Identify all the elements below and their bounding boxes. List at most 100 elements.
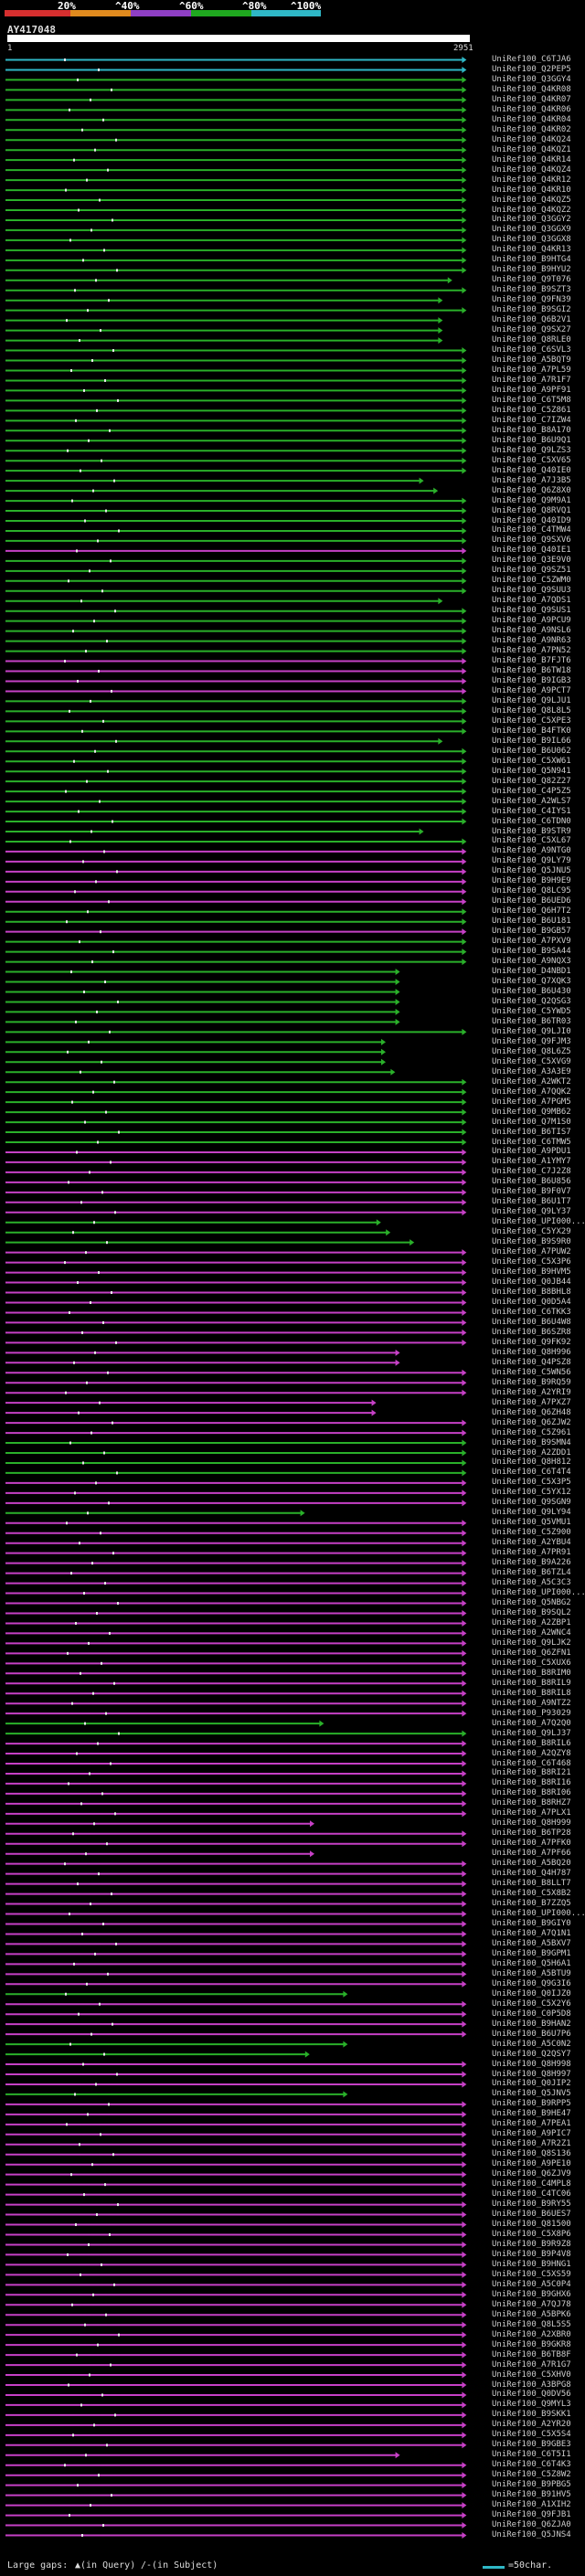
hit-label[interactable]: UniRef100_Q0IJZ0	[492, 1988, 571, 1998]
hit-label[interactable]: UniRef100_B6U7P6	[492, 2029, 571, 2039]
hit-label[interactable]: UniRef100_B9SA44	[492, 947, 571, 957]
hit-label[interactable]: UniRef100_C5YWD5	[492, 1006, 571, 1016]
hit-label[interactable]: UniRef100_B6TIS7	[492, 1127, 571, 1137]
hit-label[interactable]: UniRef100_Q9SGN9	[492, 1498, 571, 1508]
hit-label[interactable]: UniRef100_A5C3C3	[492, 1578, 571, 1588]
hit-label[interactable]: UniRef100_A9NSL6	[492, 626, 571, 636]
hit-label[interactable]: UniRef100_Q9LY37	[492, 1207, 571, 1217]
hit-label[interactable]: UniRef100_Q4KR06	[492, 104, 571, 114]
hit-label[interactable]: UniRef100_Q9MB62	[492, 1107, 571, 1117]
hit-label[interactable]: UniRef100_B9SQL2	[492, 1607, 571, 1617]
hit-label[interactable]: UniRef100_B9HE47	[492, 2109, 571, 2119]
hit-label[interactable]: UniRef100_B9HAN2	[492, 2019, 571, 2029]
hit-label[interactable]: UniRef100_Q9T076	[492, 275, 571, 285]
hit-label[interactable]: UniRef100_A2WLS7	[492, 796, 571, 806]
hit-label[interactable]: UniRef100_C5XV65	[492, 455, 571, 465]
hit-label[interactable]: UniRef100_C5X8P6	[492, 2229, 571, 2239]
hit-label[interactable]: UniRef100_B6U4W8	[492, 1317, 571, 1327]
hit-label[interactable]: UniRef100_Q5NBG2	[492, 1598, 571, 1608]
hit-label[interactable]: UniRef100_Q6Z8X0	[492, 485, 571, 495]
hit-label[interactable]: UniRef100_A7PGM5	[492, 1097, 571, 1107]
hit-label[interactable]: UniRef100_UPI000...	[492, 1217, 585, 1227]
hit-label[interactable]: UniRef100_C5Z861	[492, 405, 571, 415]
hit-label[interactable]: UniRef100_C5X3P5	[492, 1478, 571, 1488]
hit-label[interactable]: UniRef100_B6TZL4	[492, 1568, 571, 1578]
hit-label[interactable]: UniRef100_C4P5Z5	[492, 786, 571, 796]
hit-label[interactable]: UniRef100_Q6H7T2	[492, 906, 571, 917]
hit-label[interactable]: UniRef100_Q40ID9	[492, 515, 571, 525]
hit-label[interactable]: UniRef100_Q7M1S0	[492, 1117, 571, 1127]
hit-label[interactable]: UniRef100_C6TDN0	[492, 816, 571, 826]
hit-label[interactable]: UniRef100_Q2PEP5	[492, 64, 571, 74]
hit-label[interactable]: UniRef100_Q6ZJA0	[492, 2520, 571, 2530]
hit-label[interactable]: UniRef100_A9NR63	[492, 636, 571, 646]
hit-label[interactable]: UniRef100_Q4KR13	[492, 245, 571, 255]
hit-label[interactable]: UniRef100_Q8RVQ1	[492, 505, 571, 515]
hit-label[interactable]: UniRef100_C6T5I1	[492, 2450, 571, 2460]
hit-label[interactable]: UniRef100_Q8S136	[492, 2149, 571, 2159]
hit-label[interactable]: UniRef100_Q6ZH48	[492, 1407, 571, 1417]
hit-label[interactable]: UniRef100_C5X8B2	[492, 1889, 571, 1899]
hit-label[interactable]: UniRef100_C6TKK3	[492, 1307, 571, 1317]
hit-label[interactable]: UniRef100_Q9FK92	[492, 1337, 571, 1347]
hit-label[interactable]: UniRef100_A3A3E9	[492, 1066, 571, 1076]
hit-label[interactable]: UniRef100_Q8RLE0	[492, 335, 571, 345]
hit-label[interactable]: UniRef100_A7J3B5	[492, 475, 571, 485]
hit-label[interactable]: UniRef100_A9PE10	[492, 2159, 571, 2169]
hit-label[interactable]: UniRef100_Q9M9A1	[492, 495, 571, 505]
hit-label[interactable]: UniRef100_Q4KR14	[492, 154, 571, 164]
hit-label[interactable]: UniRef100_C6TJA6	[492, 54, 571, 64]
hit-label[interactable]: UniRef100_A1XIH2	[492, 2500, 571, 2510]
hit-label[interactable]: UniRef100_Q9SUS1	[492, 606, 571, 616]
hit-label[interactable]: UniRef100_C6TMW5	[492, 1137, 571, 1147]
hit-label[interactable]: UniRef100_A2YR20	[492, 2420, 571, 2430]
hit-label[interactable]: UniRef100_A7R2Z1	[492, 2139, 571, 2149]
hit-label[interactable]: UniRef100_Q9SZ51	[492, 566, 571, 576]
hit-label[interactable]: UniRef100_C5XW61	[492, 756, 571, 766]
hit-label[interactable]: UniRef100_A9PIC7	[492, 2129, 571, 2139]
hit-label[interactable]: UniRef100_Q4KQZ5	[492, 195, 571, 205]
hit-label[interactable]: UniRef100_C5YX12	[492, 1488, 571, 1498]
hit-label[interactable]: UniRef100_Q3GGX8	[492, 235, 571, 245]
hit-label[interactable]: UniRef100_B9H9E9	[492, 876, 571, 886]
hit-label[interactable]: UniRef100_Q9LJU1	[492, 695, 571, 705]
hit-label[interactable]: UniRef100_Q4KQZ2	[492, 205, 571, 215]
hit-label[interactable]: UniRef100_A3BPG8	[492, 2380, 571, 2390]
hit-label[interactable]: UniRef100_Q4KQ24	[492, 134, 571, 144]
hit-label[interactable]: UniRef100_Q9SUU3	[492, 586, 571, 596]
hit-label[interactable]: UniRef100_UPI000...	[492, 1909, 585, 1919]
hit-label[interactable]: UniRef100_D4NBD1	[492, 967, 571, 977]
hit-label[interactable]: UniRef100_B8RI21	[492, 1768, 571, 1778]
hit-label[interactable]: UniRef100_A5C0N2	[492, 2039, 571, 2049]
hit-label[interactable]: UniRef100_B9RQ59	[492, 1377, 571, 1387]
hit-label[interactable]: UniRef100_C5YX29	[492, 1227, 571, 1237]
hit-label[interactable]: UniRef100_A2XBR0	[492, 2329, 571, 2339]
hit-label[interactable]: UniRef100_B6UED6	[492, 896, 571, 906]
hit-label[interactable]: UniRef100_Q9LJ37	[492, 1728, 571, 1738]
hit-label[interactable]: UniRef100_C4TMW4	[492, 525, 571, 535]
hit-label[interactable]: UniRef100_B9HVM5	[492, 1267, 571, 1277]
hit-label[interactable]: UniRef100_C4TC06	[492, 2189, 571, 2200]
hit-label[interactable]: UniRef100_C5ZWM0	[492, 576, 571, 586]
hit-label[interactable]: UniRef100_Q4KR10	[492, 185, 571, 195]
hit-label[interactable]: UniRef100_C5WN56	[492, 1367, 571, 1377]
hit-label[interactable]: UniRef100_B6U9Q1	[492, 435, 571, 445]
hit-label[interactable]: UniRef100_C0P5D8	[492, 2009, 571, 2019]
hit-label[interactable]: UniRef100_B9GPM1	[492, 1948, 571, 1958]
hit-label[interactable]: UniRef100_UPI000...	[492, 1588, 585, 1598]
hit-label[interactable]: UniRef100_B9RY55	[492, 2200, 571, 2210]
hit-label[interactable]: UniRef100_A7QJ78	[492, 2299, 571, 2309]
hit-label[interactable]: UniRef100_Q5VMU1	[492, 1518, 571, 1528]
hit-label[interactable]: UniRef100_B6UES7	[492, 2210, 571, 2220]
hit-label[interactable]: UniRef100_Q6B2V1	[492, 315, 571, 325]
hit-label[interactable]: UniRef100_Q4KR04	[492, 114, 571, 124]
hit-label[interactable]: UniRef100_Q2QSG3	[492, 996, 571, 1006]
hit-label[interactable]: UniRef100_B9STR9	[492, 826, 571, 836]
hit-label[interactable]: UniRef100_B7FJT6	[492, 656, 571, 666]
hit-label[interactable]: UniRef100_B9PBG5	[492, 2480, 571, 2490]
hit-label[interactable]: UniRef100_Q8H997	[492, 2069, 571, 2079]
hit-label[interactable]: UniRef100_C6T468	[492, 1758, 571, 1768]
hit-label[interactable]: UniRef100_B9A226	[492, 1558, 571, 1568]
hit-label[interactable]: UniRef100_B6U181	[492, 917, 571, 927]
hit-label[interactable]: UniRef100_B8RHZ7	[492, 1798, 571, 1808]
